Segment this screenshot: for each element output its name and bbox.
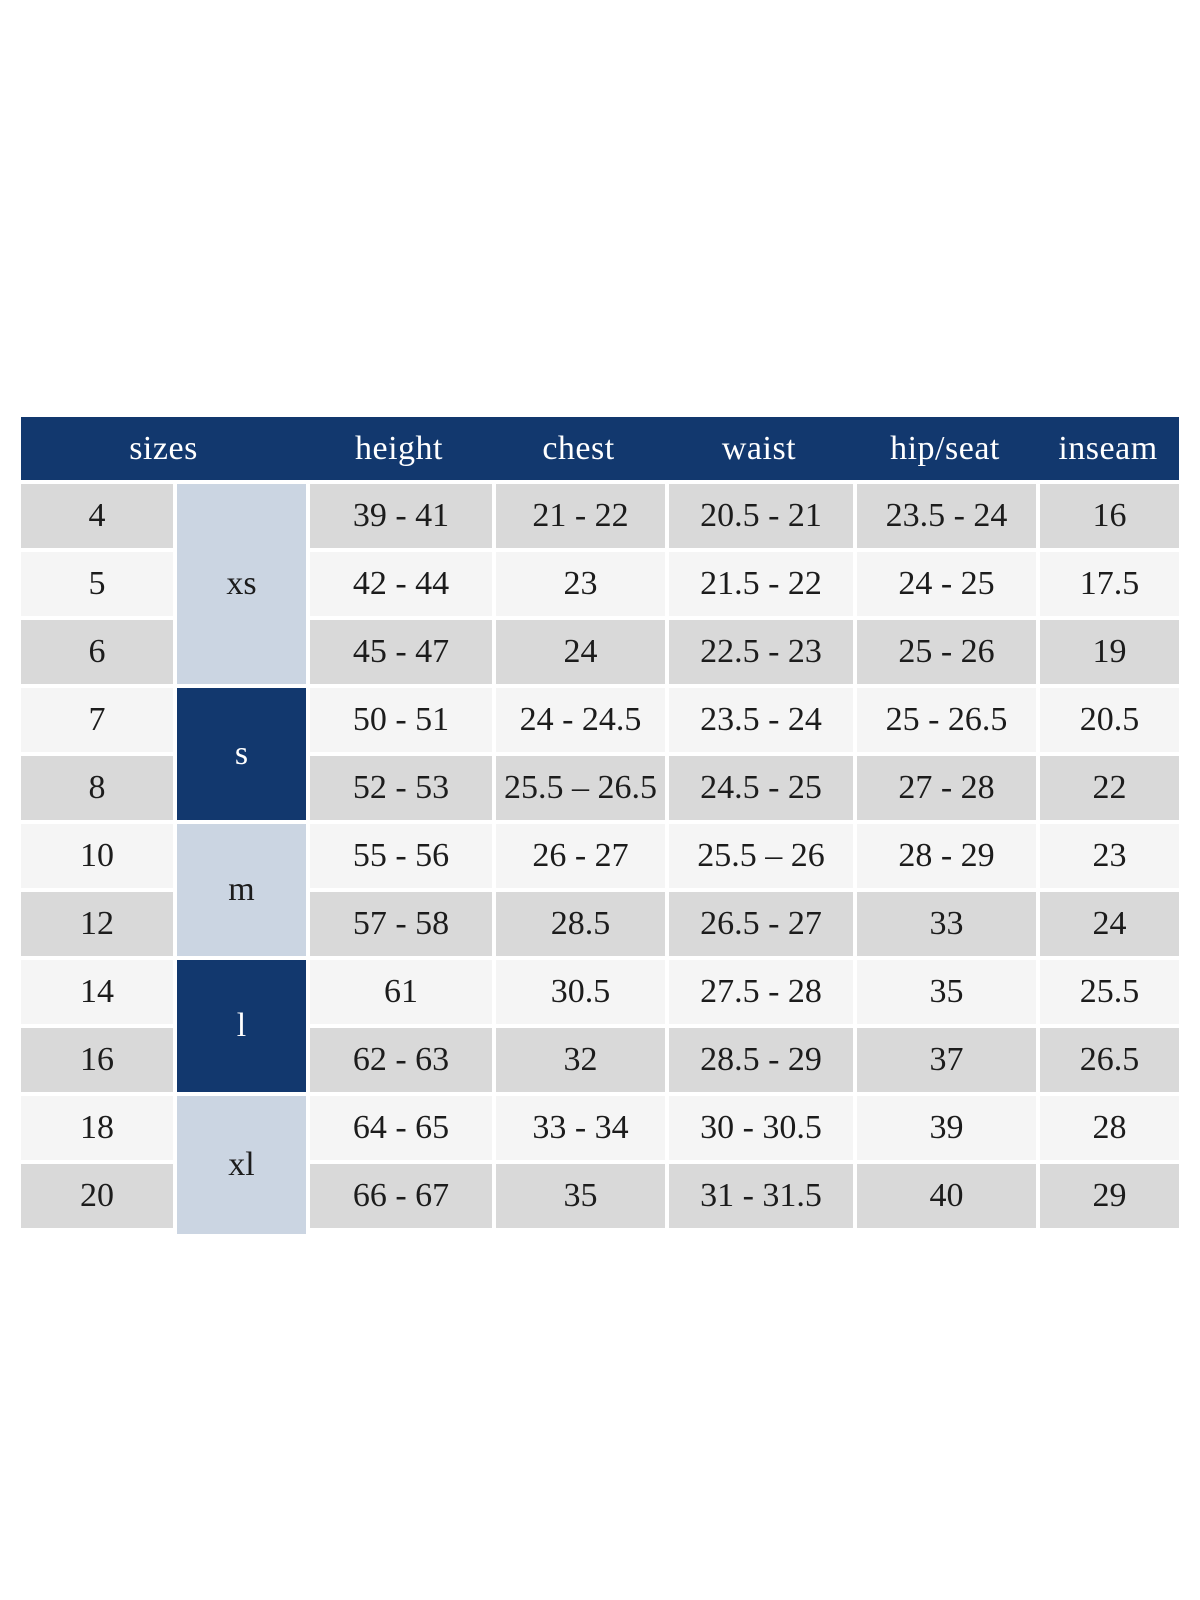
height-cell: 66 - 67 [310,1164,492,1228]
height-cell: 55 - 56 [310,824,492,888]
hip-seat-cell: 33 [857,892,1036,956]
group-cell-xl: xl [177,1096,306,1234]
height-cell: 62 - 63 [310,1028,492,1092]
size-cell: 8 [21,756,173,820]
size-cell: 4 [21,484,173,548]
chest-cell: 33 - 34 [496,1096,665,1160]
header-cell-hip-seat: hip/seat [890,429,1000,467]
waist-cell: 26.5 - 27 [669,892,853,956]
size-cell: 14 [21,960,173,1024]
size-cell: 6 [21,620,173,684]
chest-cell: 28.5 [496,892,665,956]
group-cell-s: s [177,688,306,820]
chest-cell: 30.5 [496,960,665,1024]
inseam-cell: 29 [1040,1164,1179,1228]
height-cell: 57 - 58 [310,892,492,956]
chest-cell: 23 [496,552,665,616]
inseam-cell: 16 [1040,484,1179,548]
hip-seat-cell: 25 - 26.5 [857,688,1036,752]
inseam-cell: 26.5 [1040,1028,1179,1092]
chest-cell: 25.5 – 26.5 [496,756,665,820]
table-header-row: sizes height chest waist hip/seat inseam [21,417,1179,480]
height-cell: 61 [310,960,492,1024]
chest-cell: 24 - 24.5 [496,688,665,752]
group-cell-xs: xs [177,484,306,684]
size-chart-table: sizes height chest waist hip/seat inseam… [21,417,1179,1234]
waist-cell: 25.5 – 26 [669,824,853,888]
size-cell: 12 [21,892,173,956]
hip-seat-cell: 40 [857,1164,1036,1228]
height-cell: 39 - 41 [310,484,492,548]
waist-cell: 28.5 - 29 [669,1028,853,1092]
header-cell-chest: chest [542,429,615,467]
waist-cell: 21.5 - 22 [669,552,853,616]
waist-cell: 24.5 - 25 [669,756,853,820]
inseam-cell: 25.5 [1040,960,1179,1024]
size-cell: 7 [21,688,173,752]
hip-seat-cell: 25 - 26 [857,620,1036,684]
chest-cell: 32 [496,1028,665,1092]
inseam-cell: 17.5 [1040,552,1179,616]
chest-cell: 21 - 22 [496,484,665,548]
height-cell: 64 - 65 [310,1096,492,1160]
chest-cell: 26 - 27 [496,824,665,888]
waist-cell: 22.5 - 23 [669,620,853,684]
hip-seat-cell: 28 - 29 [857,824,1036,888]
inseam-cell: 19 [1040,620,1179,684]
size-cell: 16 [21,1028,173,1092]
header-cell-sizes: sizes [129,429,198,467]
waist-cell: 30 - 30.5 [669,1096,853,1160]
table-body: 4 xs 39 - 41 21 - 22 20.5 - 21 23.5 - 24… [21,484,1179,1234]
waist-cell: 23.5 - 24 [669,688,853,752]
size-cell: 5 [21,552,173,616]
header-cell-height: height [355,429,443,467]
group-cell-l: l [177,960,306,1092]
group-cell-m: m [177,824,306,956]
hip-seat-cell: 35 [857,960,1036,1024]
inseam-cell: 23 [1040,824,1179,888]
waist-cell: 27.5 - 28 [669,960,853,1024]
inseam-cell: 22 [1040,756,1179,820]
height-cell: 45 - 47 [310,620,492,684]
hip-seat-cell: 37 [857,1028,1036,1092]
chest-cell: 35 [496,1164,665,1228]
waist-cell: 31 - 31.5 [669,1164,853,1228]
size-cell: 20 [21,1164,173,1228]
chest-cell: 24 [496,620,665,684]
hip-seat-cell: 27 - 28 [857,756,1036,820]
hip-seat-cell: 24 - 25 [857,552,1036,616]
size-cell: 18 [21,1096,173,1160]
inseam-cell: 20.5 [1040,688,1179,752]
header-cell-waist: waist [721,429,797,467]
size-cell: 10 [21,824,173,888]
inseam-cell: 24 [1040,892,1179,956]
header-cell-inseam: inseam [1058,429,1158,467]
waist-cell: 20.5 - 21 [669,484,853,548]
height-cell: 52 - 53 [310,756,492,820]
height-cell: 42 - 44 [310,552,492,616]
hip-seat-cell: 23.5 - 24 [857,484,1036,548]
height-cell: 50 - 51 [310,688,492,752]
hip-seat-cell: 39 [857,1096,1036,1160]
inseam-cell: 28 [1040,1096,1179,1160]
